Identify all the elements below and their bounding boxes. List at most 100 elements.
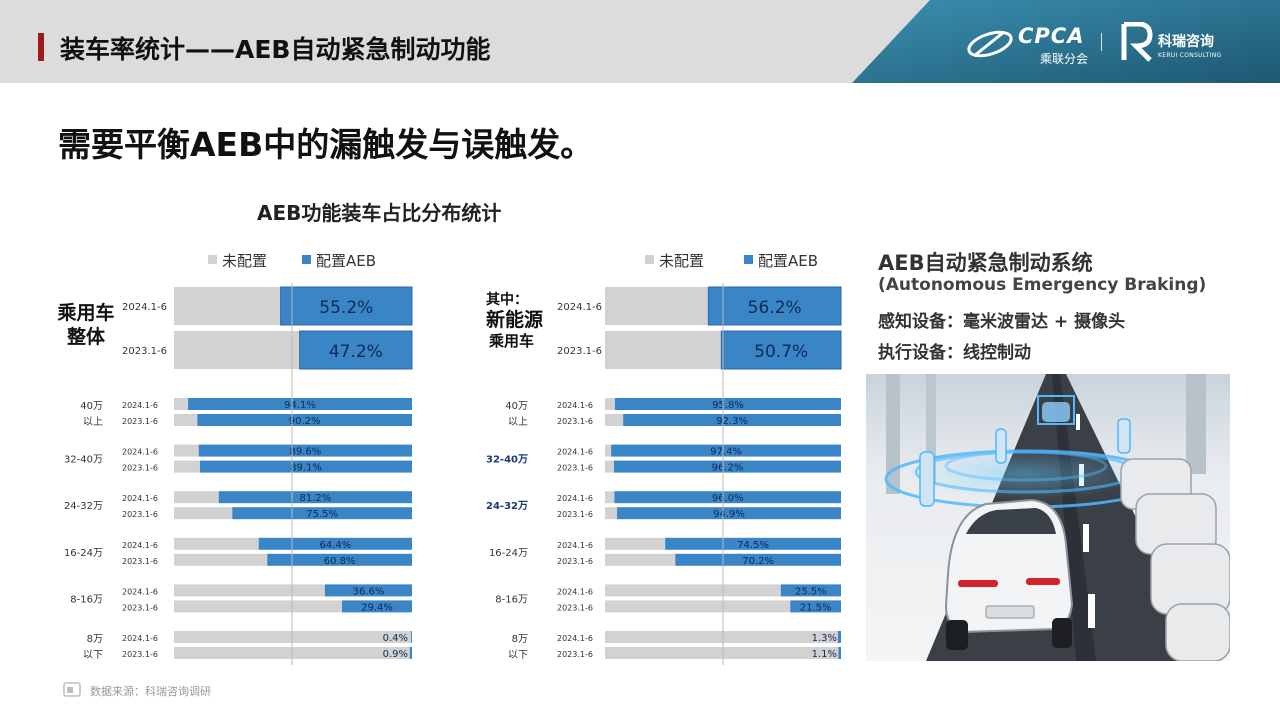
bar-configured: [411, 631, 412, 643]
segment-label: 24-32万: [486, 500, 528, 512]
segment-label: 16-24万: [489, 548, 528, 559]
bar-unconfigured: [605, 444, 612, 457]
bar-value-label: 89.6%: [289, 447, 321, 458]
bar-unconfigured: [174, 600, 343, 613]
bar-configured: [790, 600, 841, 613]
bar-configured: [611, 444, 841, 457]
bar-configured: [838, 647, 841, 659]
bar-value-label: 75.5%: [306, 509, 338, 520]
segment-label: 以上: [508, 416, 528, 428]
header-accent-bar: [38, 33, 44, 61]
bar-value-label: 96.2%: [712, 463, 744, 474]
segment-label: 16-24万: [64, 548, 103, 559]
bar-value-label: 56.2%: [748, 298, 802, 318]
bar-value-label: 74.5%: [737, 540, 769, 551]
segment-label: 24-32万: [64, 501, 103, 512]
period-label: 2024.1-6: [557, 587, 593, 596]
period-label: 2024.1-6: [122, 494, 158, 503]
legend-label-configured: 配置AEB: [316, 252, 377, 270]
bar-configured: [675, 553, 841, 566]
legend-label-unconfigured: 未配置: [222, 252, 268, 270]
period-label: 2024.1-6: [122, 541, 158, 550]
legend-swatch-unconfigured-2: [645, 255, 654, 264]
logo-panel: [852, 0, 1280, 83]
bar-configured: [409, 647, 412, 659]
segment-label: 以下: [508, 650, 528, 661]
period-label: 2023.1-6: [557, 557, 593, 566]
period-label: 2024.1-6: [557, 494, 593, 503]
period-label: 2024.1-6: [557, 448, 593, 457]
bar-unconfigured: [605, 331, 722, 369]
period-label: 2023.1-6: [122, 346, 167, 357]
bar-unconfigured: [174, 537, 259, 550]
bar-unconfigured: [605, 414, 624, 426]
segment-label: 32-40万: [64, 455, 103, 466]
bar-value-label: 36.6%: [353, 586, 385, 597]
aeb-illustration-image: [866, 374, 1230, 661]
bar-value-label: 21.5%: [800, 602, 832, 613]
bar-unconfigured: [174, 444, 199, 457]
side-title-right-line1: 新能源: [486, 309, 544, 331]
bar-configured: [280, 286, 413, 326]
bar-configured: [199, 460, 412, 473]
bar-unconfigured: [174, 491, 219, 504]
segment-label: 40万: [80, 401, 103, 412]
bar-unconfigured: [174, 460, 200, 473]
bar-configured: [720, 330, 842, 370]
segment-label: 8万: [87, 634, 103, 645]
bar-unconfigured: [605, 647, 839, 659]
bar-value-label: 81.2%: [299, 493, 331, 504]
bar-value-label: 1.3%: [812, 633, 837, 644]
period-label: 2023.1-6: [557, 346, 602, 357]
legend-label-unconfigured-2: 未配置: [659, 252, 705, 270]
bar-configured: [197, 414, 412, 426]
bar-unconfigured: [605, 631, 838, 643]
kerui-logo-icon: [1121, 22, 1153, 62]
bar-configured: [232, 507, 412, 520]
segment-label: 8-16万: [495, 594, 528, 605]
bar-value-label: 0.9%: [383, 649, 408, 660]
bar-unconfigured: [174, 287, 281, 325]
bar-value-label: 1.1%: [812, 649, 837, 660]
bar-value-label: 94.9%: [713, 509, 745, 520]
period-label: 2023.1-6: [122, 603, 158, 612]
bar-configured: [267, 553, 412, 566]
aeb-sensing-line: 感知设备：毫米波雷达 + 摄像头: [878, 312, 1126, 332]
period-label: 2024.1-6: [557, 634, 593, 643]
kerui-logo-name: 科瑞咨询: [1158, 34, 1214, 50]
bar-configured: [258, 537, 412, 550]
bar-value-label: 50.7%: [754, 342, 808, 362]
bar-configured: [623, 414, 841, 426]
aeb-system-title: AEB自动紧急制动系统: [878, 251, 1093, 275]
bar-unconfigured: [174, 398, 189, 410]
bar-configured: [218, 491, 412, 504]
period-label: 2023.1-6: [557, 464, 593, 473]
bar-unconfigured: [605, 460, 614, 473]
bar-value-label: 96.0%: [712, 493, 744, 504]
cpca-logo-icon: [967, 30, 1013, 58]
period-label: 2023.1-6: [122, 417, 158, 426]
period-label: 2024.1-6: [122, 634, 158, 643]
bar-unconfigured: [605, 491, 615, 504]
bar-configured: [617, 507, 841, 520]
aeb-system-subtitle: (Autonomous Emergency Braking): [878, 275, 1207, 295]
bar-configured: [342, 600, 412, 613]
period-label: 2023.1-6: [557, 650, 593, 659]
legend-swatch-unconfigured: [208, 255, 217, 264]
bar-unconfigured: [174, 507, 233, 520]
period-label: 2023.1-6: [122, 464, 158, 473]
bar-value-label: 0.4%: [383, 633, 408, 644]
side-title-right-line0: 其中：: [486, 292, 528, 308]
bar-unconfigured: [605, 553, 676, 566]
bar-value-label: 90.2%: [289, 416, 321, 427]
logo-divider: [1101, 33, 1102, 51]
side-title-left-line1: 乘用车: [57, 302, 115, 324]
legend-swatch-configured-2: [744, 255, 753, 264]
source-icon: [63, 682, 81, 697]
bar-configured: [707, 286, 842, 326]
bar-unconfigured: [174, 631, 412, 643]
bar-value-label: 94.1%: [284, 400, 316, 411]
bar-configured: [614, 398, 841, 410]
period-label: 2023.1-6: [122, 557, 158, 566]
